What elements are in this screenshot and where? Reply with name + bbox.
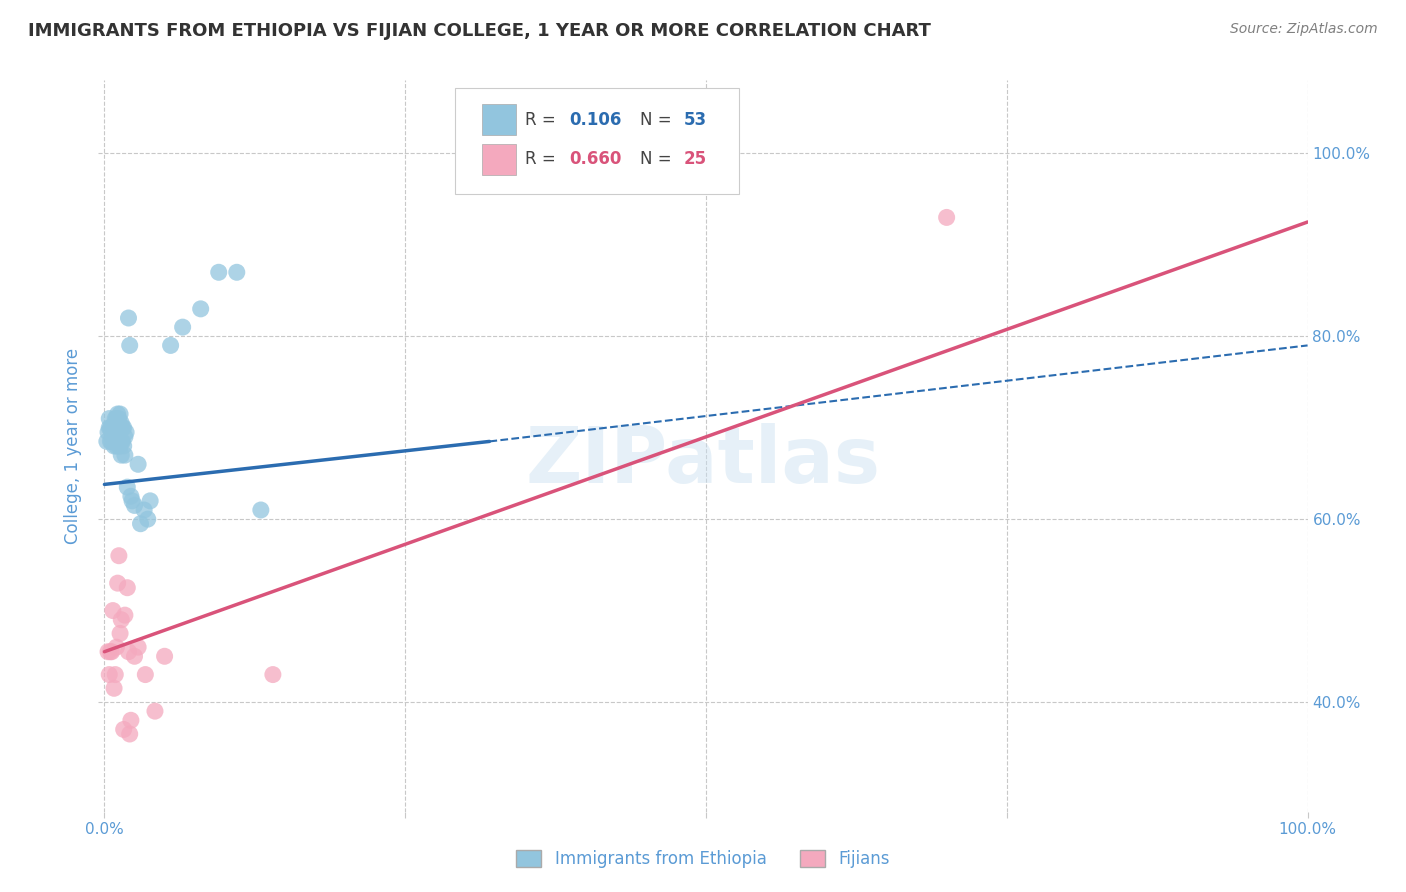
- Point: [129, 516, 152, 531]
- Point: [105, 425, 128, 440]
- Point: [107, 434, 129, 449]
- Point: [111, 434, 134, 449]
- Point: [225, 265, 247, 279]
- Point: [117, 311, 139, 326]
- Point: [112, 439, 135, 453]
- Point: [117, 581, 139, 595]
- Text: Source: ZipAtlas.com: Source: ZipAtlas.com: [1230, 22, 1378, 37]
- Point: [117, 480, 139, 494]
- Point: [100, 434, 122, 449]
- Point: [250, 503, 273, 517]
- Point: [98, 411, 121, 425]
- Point: [105, 640, 128, 655]
- Point: [120, 489, 142, 503]
- Point: [114, 430, 136, 444]
- Point: [112, 723, 135, 737]
- Point: [117, 645, 139, 659]
- Point: [262, 667, 284, 681]
- Point: [96, 434, 118, 449]
- Point: [108, 411, 131, 425]
- Point: [190, 301, 212, 316]
- Text: N =: N =: [640, 150, 678, 169]
- Point: [100, 645, 122, 659]
- Point: [124, 649, 146, 664]
- Text: R =: R =: [526, 150, 561, 169]
- Point: [101, 430, 124, 444]
- Point: [121, 494, 143, 508]
- Text: 0.106: 0.106: [569, 111, 621, 128]
- Point: [104, 667, 127, 681]
- Point: [108, 549, 131, 563]
- Point: [159, 338, 181, 352]
- Point: [108, 439, 131, 453]
- FancyBboxPatch shape: [482, 104, 516, 135]
- Text: 25: 25: [683, 150, 707, 169]
- Point: [107, 421, 129, 435]
- Point: [108, 439, 131, 453]
- Point: [104, 425, 127, 440]
- Point: [104, 411, 127, 425]
- Text: ZIPatlas: ZIPatlas: [526, 423, 880, 499]
- Point: [97, 425, 120, 440]
- Text: 0.660: 0.660: [569, 150, 621, 169]
- Point: [110, 434, 132, 449]
- Point: [108, 626, 131, 640]
- Point: [103, 439, 125, 453]
- Point: [114, 448, 136, 462]
- Point: [100, 434, 122, 449]
- Text: N =: N =: [640, 111, 678, 128]
- Point: [103, 681, 125, 696]
- FancyBboxPatch shape: [482, 144, 516, 175]
- Point: [108, 425, 131, 440]
- Point: [118, 727, 141, 741]
- Point: [110, 416, 132, 430]
- Point: [136, 512, 159, 526]
- Point: [110, 448, 132, 462]
- Point: [101, 421, 124, 435]
- Point: [105, 439, 128, 453]
- Point: [97, 645, 120, 659]
- Point: [935, 211, 957, 225]
- Point: [118, 338, 141, 352]
- Point: [134, 667, 156, 681]
- Point: [98, 421, 121, 435]
- Point: [114, 608, 136, 623]
- Point: [105, 411, 128, 425]
- Point: [107, 407, 129, 421]
- Point: [112, 421, 135, 435]
- Point: [98, 667, 121, 681]
- Point: [111, 421, 134, 435]
- Point: [107, 576, 129, 591]
- Point: [127, 457, 149, 471]
- Text: R =: R =: [526, 111, 561, 128]
- Point: [139, 494, 162, 508]
- Point: [100, 645, 122, 659]
- Point: [100, 421, 122, 435]
- Point: [103, 425, 125, 440]
- Point: [101, 603, 124, 617]
- Point: [153, 649, 176, 664]
- Legend: Immigrants from Ethiopia, Fijians: Immigrants from Ethiopia, Fijians: [509, 843, 897, 875]
- Point: [110, 613, 132, 627]
- Point: [124, 499, 146, 513]
- Point: [143, 704, 166, 718]
- Point: [120, 714, 142, 728]
- Point: [134, 503, 156, 517]
- Y-axis label: College, 1 year or more: College, 1 year or more: [65, 348, 83, 544]
- Point: [108, 407, 131, 421]
- Text: 53: 53: [683, 111, 707, 128]
- Point: [100, 425, 122, 440]
- FancyBboxPatch shape: [456, 87, 740, 194]
- Point: [172, 320, 194, 334]
- Point: [208, 265, 231, 279]
- Text: IMMIGRANTS FROM ETHIOPIA VS FIJIAN COLLEGE, 1 YEAR OR MORE CORRELATION CHART: IMMIGRANTS FROM ETHIOPIA VS FIJIAN COLLE…: [28, 22, 931, 40]
- Point: [127, 640, 149, 655]
- Point: [115, 425, 138, 440]
- Point: [108, 421, 131, 435]
